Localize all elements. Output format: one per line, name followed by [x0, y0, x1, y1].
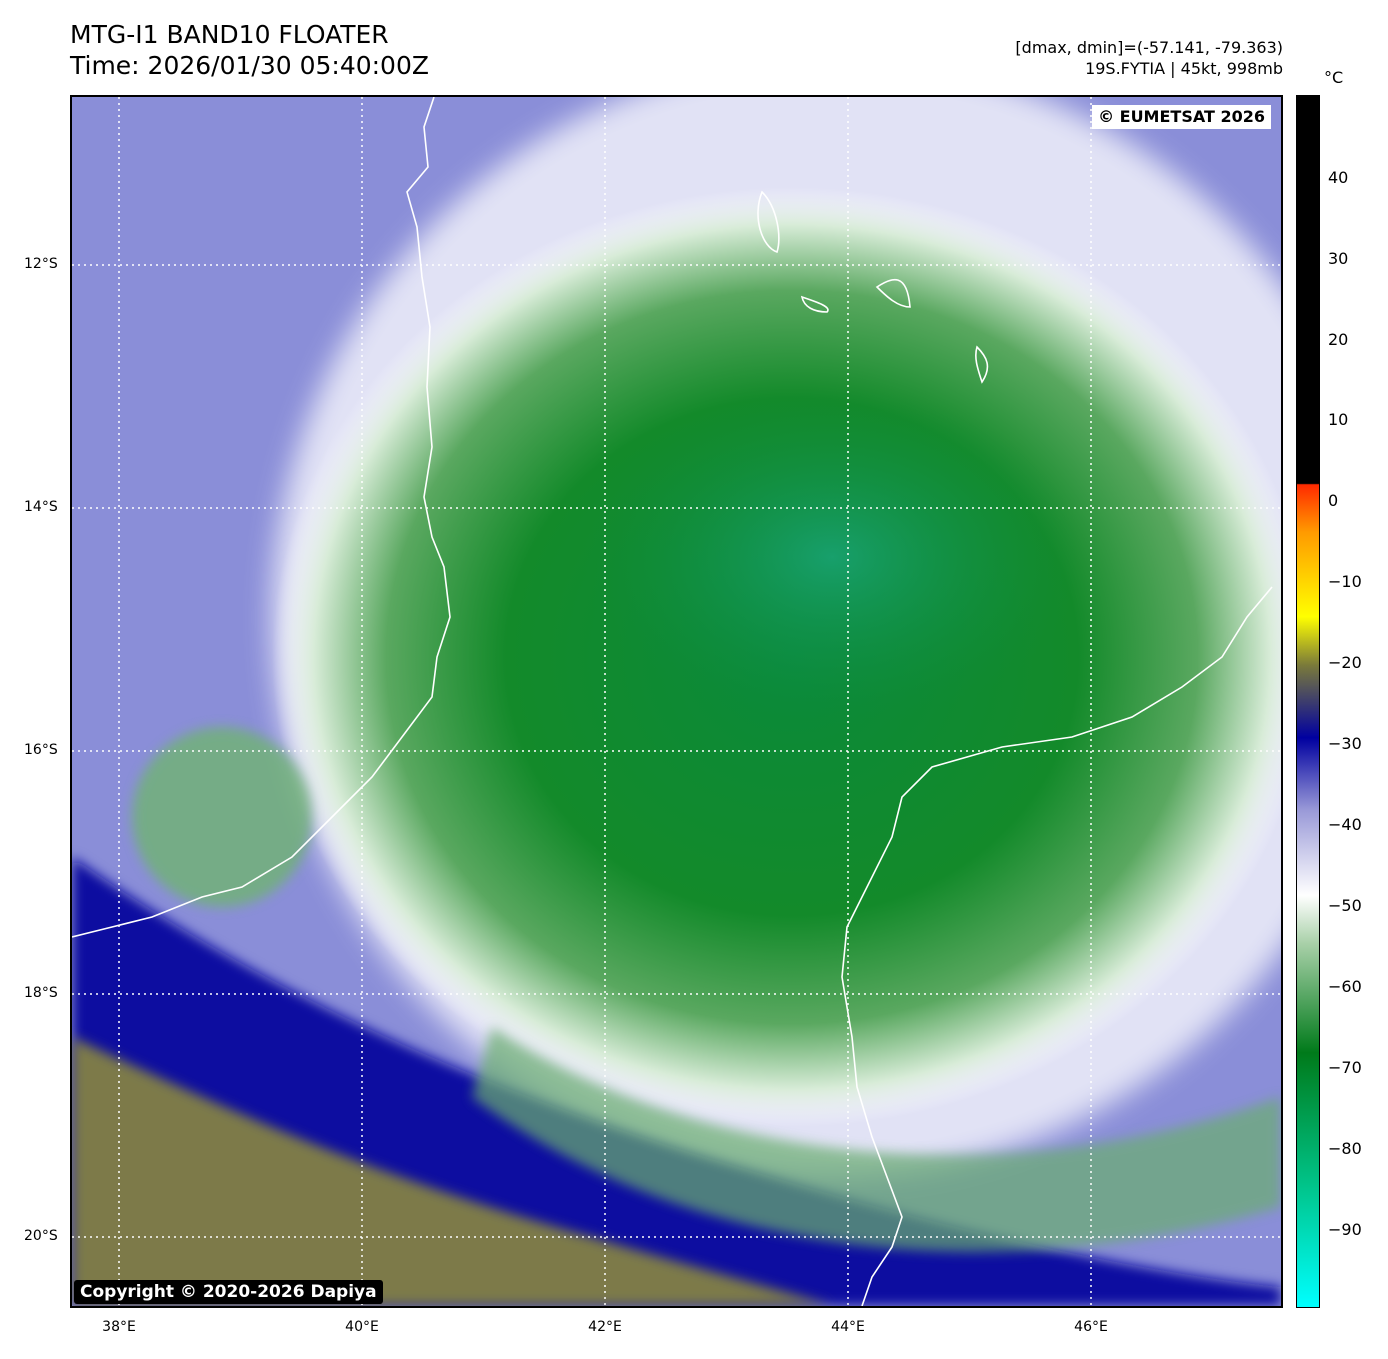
eumetsat-credit: © EUMETSAT 2026	[1092, 105, 1271, 129]
lon-label-42e: 42°E	[588, 1319, 622, 1335]
lat-label-16s: 16°S	[24, 742, 58, 758]
colorbar-tick: 0	[1328, 491, 1339, 510]
lon-label-44e: 44°E	[831, 1319, 865, 1335]
lat-label-18s: 18°S	[24, 985, 58, 1001]
colorbar-tick: −40	[1328, 815, 1362, 834]
timestamp: Time: 2026/01/30 05:40:00Z	[70, 51, 429, 80]
colorbar-tick: 20	[1328, 330, 1349, 349]
colorbar-tick: −70	[1328, 1058, 1362, 1077]
value-range: [dmax, dmin]=(-57.141, -79.363)	[1015, 38, 1283, 57]
colorbar-tick: −50	[1328, 896, 1362, 915]
copyright-badge: Copyright © 2020-2026 Dapiya	[74, 1280, 383, 1304]
colorbar-unit: °C	[1324, 68, 1344, 87]
storm-info: 19S.FYTIA | 45kt, 998mb	[1085, 59, 1283, 78]
colorbar-tick: −60	[1328, 977, 1362, 996]
colorbar-tick: 10	[1328, 410, 1349, 429]
lat-label-12s: 12°S	[24, 256, 58, 272]
colorbar-tick: −80	[1328, 1139, 1362, 1158]
colorbar-tick: −20	[1328, 653, 1362, 672]
lon-label-40e: 40°E	[345, 1319, 379, 1335]
lat-label-14s: 14°S	[24, 499, 58, 515]
satellite-image: © EUMETSAT 2026 Copyright © 2020-2026 Da…	[70, 95, 1283, 1308]
colorbar-tick: −30	[1328, 734, 1362, 753]
colorbar-tick: −90	[1328, 1220, 1362, 1239]
colorbar-tick: −10	[1328, 572, 1362, 591]
colorbar	[1296, 95, 1320, 1308]
lon-label-46e: 46°E	[1074, 1319, 1108, 1335]
colorbar-tick: 40	[1328, 168, 1349, 187]
colorbar-tick: 30	[1328, 249, 1349, 268]
satellite-imagery	[72, 97, 1281, 1306]
lat-label-20s: 20°S	[24, 1228, 58, 1244]
lon-label-38e: 38°E	[102, 1319, 136, 1335]
map-title: MTG-I1 BAND10 FLOATER	[70, 20, 389, 49]
